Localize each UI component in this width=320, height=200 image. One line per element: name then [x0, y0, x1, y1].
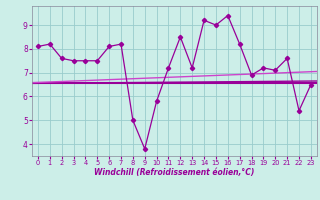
- X-axis label: Windchill (Refroidissement éolien,°C): Windchill (Refroidissement éolien,°C): [94, 168, 255, 177]
